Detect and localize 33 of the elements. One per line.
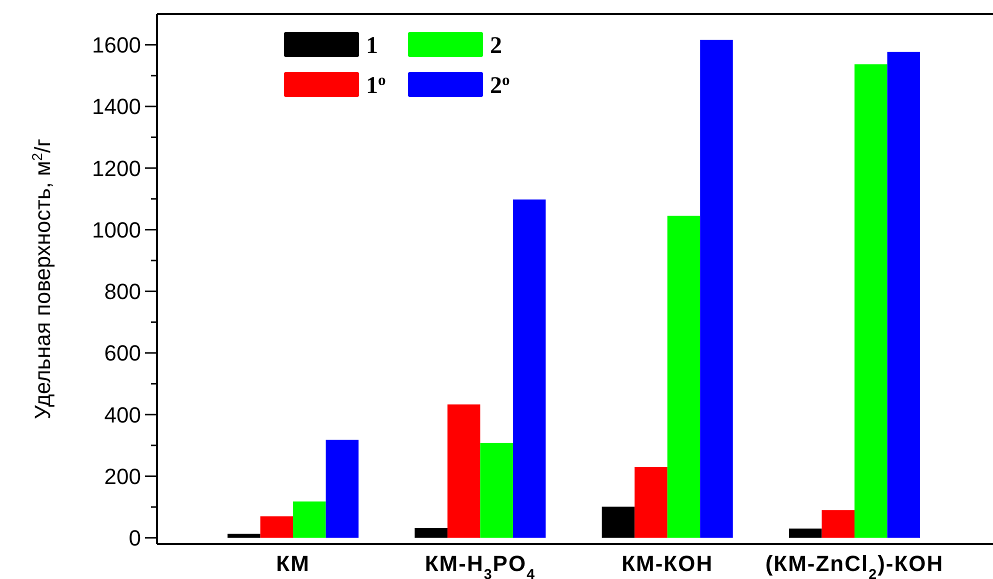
y-tick-label: 1200 xyxy=(92,156,141,181)
y-tick-label: 1600 xyxy=(92,32,141,58)
y-tick-label: 200 xyxy=(104,464,141,489)
bar xyxy=(667,216,700,538)
legend-label: 2 xyxy=(490,33,502,59)
legend-label: 1 xyxy=(366,33,378,59)
bar xyxy=(480,442,513,538)
x-tick-label: КМ xyxy=(276,551,310,576)
bar xyxy=(512,200,546,538)
y-tick-label: 1000 xyxy=(92,217,141,242)
y-tick-label: 1400 xyxy=(92,94,141,120)
bar xyxy=(634,466,668,538)
x-tick-label: КМ-КОН xyxy=(622,551,714,576)
y-tick-label: 800 xyxy=(104,279,141,304)
bar xyxy=(789,528,822,538)
legend-label: 1$^{o}$ xyxy=(366,72,386,99)
x-tick-label: (КМ-ZnCl$_{2}$)-КОН xyxy=(765,551,944,579)
bar xyxy=(854,64,888,538)
bar xyxy=(447,404,480,538)
bar xyxy=(887,52,920,538)
bar xyxy=(293,501,326,538)
y-tick-label: 0 xyxy=(128,526,141,551)
bar xyxy=(414,528,448,538)
legend-label: 2$^{o}$ xyxy=(490,72,510,99)
bar xyxy=(260,516,294,538)
bar xyxy=(228,534,260,538)
bar xyxy=(602,506,635,538)
x-tick-label: КМ-H$_{3}$PO$_{4}$ xyxy=(424,551,536,579)
bar xyxy=(326,440,359,538)
y-tick-label: 400 xyxy=(104,402,141,428)
bar xyxy=(700,40,733,538)
y-tick-label: 600 xyxy=(104,340,141,366)
bar xyxy=(822,510,855,538)
